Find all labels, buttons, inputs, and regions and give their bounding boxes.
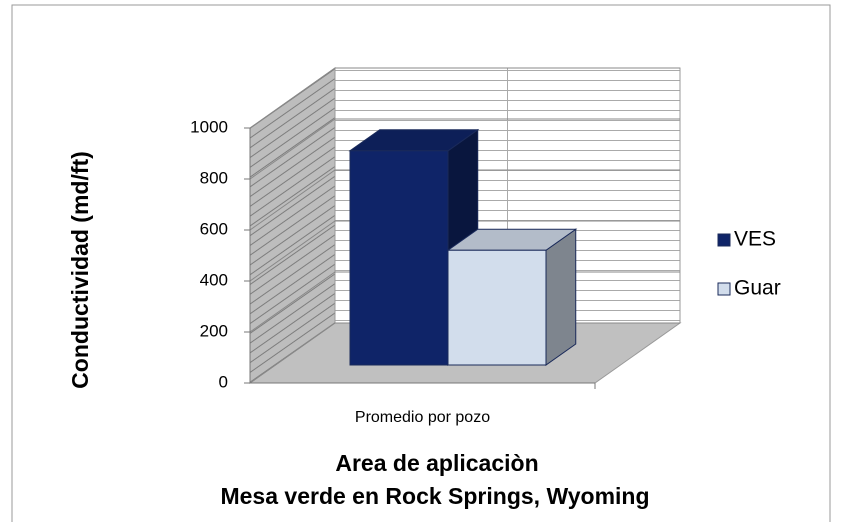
legend-swatch bbox=[717, 282, 731, 296]
bar bbox=[447, 249, 547, 366]
y-tick-label: 200 bbox=[200, 321, 228, 340]
x-axis-title: Area de aplicaciòn bbox=[335, 450, 538, 476]
grid-line bbox=[249, 67, 680, 129]
legend-label: Guar bbox=[734, 277, 781, 300]
x-tick-label: Promedio por pozo bbox=[355, 409, 490, 426]
bar bbox=[349, 150, 449, 366]
y-tick-label: 800 bbox=[200, 168, 228, 187]
bar-side bbox=[545, 228, 577, 366]
grid-line bbox=[249, 169, 680, 231]
grid-line bbox=[249, 118, 680, 180]
y-tick-label: 600 bbox=[200, 219, 228, 238]
y-tick-label: 400 bbox=[200, 270, 228, 289]
chart-border bbox=[11, 4, 831, 522]
legend-label: VES bbox=[734, 228, 776, 251]
y-axis-title: Conductividad (md/ft) bbox=[67, 151, 93, 389]
y-tick-label: 0 bbox=[219, 372, 228, 391]
chart-subtitle: Mesa verde en Rock Springs, Wyoming bbox=[220, 483, 649, 509]
grid-line bbox=[249, 220, 680, 282]
y-tick-label: 1000 bbox=[190, 117, 228, 136]
legend-swatch bbox=[717, 233, 731, 247]
